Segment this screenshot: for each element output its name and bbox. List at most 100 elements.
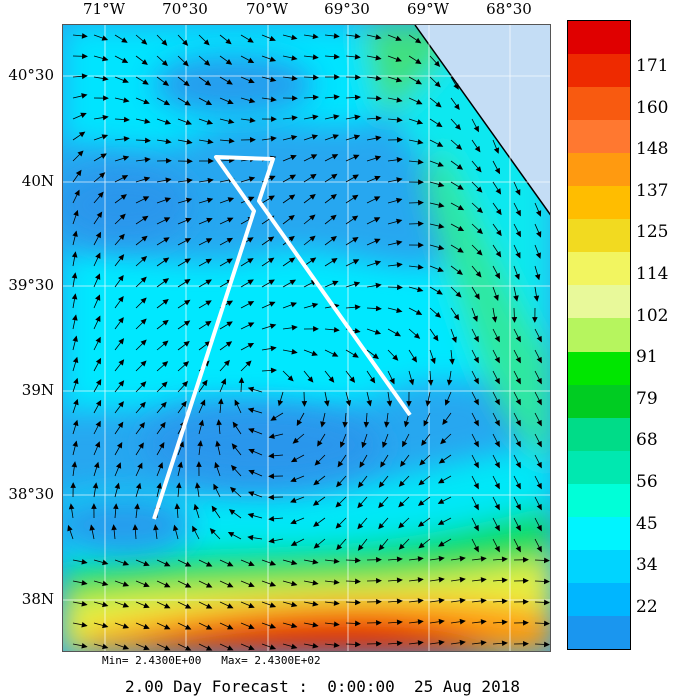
wind-arrow-head — [205, 624, 213, 630]
wind-arrow-head — [495, 251, 502, 258]
wind-arrow-head — [411, 356, 417, 363]
wind-arrow-head — [312, 94, 319, 101]
wind-arrow-head — [418, 242, 424, 248]
wind-arrow-head — [459, 639, 466, 646]
wind-arrow-head — [177, 461, 183, 468]
wind-arrow-head — [473, 545, 479, 553]
wind-arrow-head — [226, 321, 233, 327]
wind-arrow-head — [473, 377, 479, 385]
wind-arrow-head — [417, 500, 425, 506]
wind-arrow-head — [162, 319, 169, 326]
wind-arrow-head — [398, 543, 405, 550]
wind-arrow-head — [336, 480, 343, 488]
wind-arrow-head — [501, 598, 508, 605]
wind-arrow-head — [122, 644, 130, 650]
wind-arrow-head — [432, 334, 439, 342]
wind-arrow-head — [454, 123, 462, 131]
wind-arrow-head — [95, 315, 101, 322]
wind-arrow-head — [225, 38, 232, 45]
wind-arrow-head — [495, 188, 502, 195]
wind-arrow-head — [225, 59, 233, 65]
wind-arrow-head — [378, 481, 385, 488]
wind-arrow-head — [248, 428, 255, 434]
wind-arrow-head — [396, 157, 403, 163]
wind-arrow-head — [118, 274, 124, 282]
wind-arrow-head — [491, 316, 498, 323]
wind-arrow-head — [178, 441, 184, 448]
wind-arrow-head — [352, 259, 360, 265]
wind-arrow-head — [102, 75, 109, 82]
wind-arrow-head — [291, 34, 298, 41]
wind-arrow-head — [268, 473, 275, 480]
wind-arrow-head — [493, 294, 499, 301]
wind-arrow-head — [374, 329, 382, 335]
wind-arrow-head — [161, 60, 168, 67]
wind-arrow-head — [535, 252, 541, 259]
wind-arrow-head — [220, 378, 227, 385]
wind-arrow-head — [205, 258, 213, 265]
wind-arrow-head — [378, 501, 385, 509]
colorbar-band — [568, 54, 630, 88]
wind-arrow-head — [501, 556, 508, 563]
wind-arrow-head — [457, 204, 465, 211]
wind-arrow-head — [172, 524, 179, 531]
wind-arrow-head — [396, 218, 403, 225]
wind-arrow-head — [354, 327, 361, 334]
wind-arrow-head — [395, 56, 402, 62]
wind-arrow-head — [102, 622, 109, 629]
wind-arrow-head — [117, 421, 124, 428]
wind-arrow-head — [269, 56, 277, 62]
wind-arrow-head — [459, 555, 466, 562]
wind-arrow-head — [95, 420, 101, 428]
colorbar-label: 22 — [636, 596, 658, 617]
wind-arrow-head — [163, 99, 171, 106]
wind-arrow-head — [248, 448, 255, 455]
wind-arrow-head — [247, 512, 254, 519]
wind-arrow-head — [313, 521, 320, 527]
wind-arrow-head — [184, 624, 192, 630]
wind-arrow-head — [434, 60, 441, 67]
wind-forecast-map[interactable] — [62, 24, 551, 652]
wind-arrow-head — [206, 217, 213, 224]
wind-arrow-head — [444, 399, 451, 406]
wind-arrow-head — [396, 619, 403, 626]
wind-arrow-head — [141, 38, 148, 45]
wind-arrow-head — [205, 645, 213, 651]
wind-arrow-head — [290, 154, 297, 161]
wind-arrow-head — [204, 80, 212, 86]
colorbar-label: 56 — [636, 472, 658, 492]
wind-arrow-head — [536, 335, 542, 343]
wind-arrow-head — [228, 509, 236, 515]
wind-arrow-head — [227, 197, 235, 203]
wind-arrow-head — [536, 461, 542, 469]
wind-arrow-head — [434, 81, 441, 88]
wind-arrow-head — [311, 350, 318, 356]
wind-arrow-head — [522, 640, 529, 647]
wind-arrow-head — [434, 311, 442, 318]
wind-arrow-head — [398, 501, 405, 508]
wind-arrow-head — [451, 336, 457, 343]
wind-arrow-head — [164, 624, 171, 630]
wind-arrow-head — [121, 57, 129, 63]
wind-arrow-head — [375, 75, 382, 81]
wind-arrow-head — [396, 307, 403, 314]
wind-arrow-head — [137, 462, 143, 469]
wind-arrow-head — [398, 522, 405, 529]
wind-arrow-head — [184, 561, 192, 567]
wind-arrow-head — [437, 519, 445, 525]
wind-arrow-head — [331, 351, 339, 357]
wind-arrow-head — [290, 456, 298, 463]
wind-arrow-head — [494, 356, 500, 364]
lat-label-38-30: 38°30 — [8, 485, 54, 503]
wind-arrow-head — [438, 576, 445, 583]
colorbar-band — [568, 615, 630, 650]
wind-arrow-head — [95, 399, 102, 407]
wind-arrow-head — [227, 603, 234, 609]
wind-arrow-head — [247, 279, 254, 285]
wind-arrow-head — [357, 481, 364, 488]
wind-arrow-head — [156, 482, 162, 489]
wind-arrow-head — [396, 177, 403, 183]
colorbar-band — [568, 549, 630, 584]
wind-arrow-head — [378, 544, 385, 551]
wind-arrow-head — [382, 441, 388, 448]
